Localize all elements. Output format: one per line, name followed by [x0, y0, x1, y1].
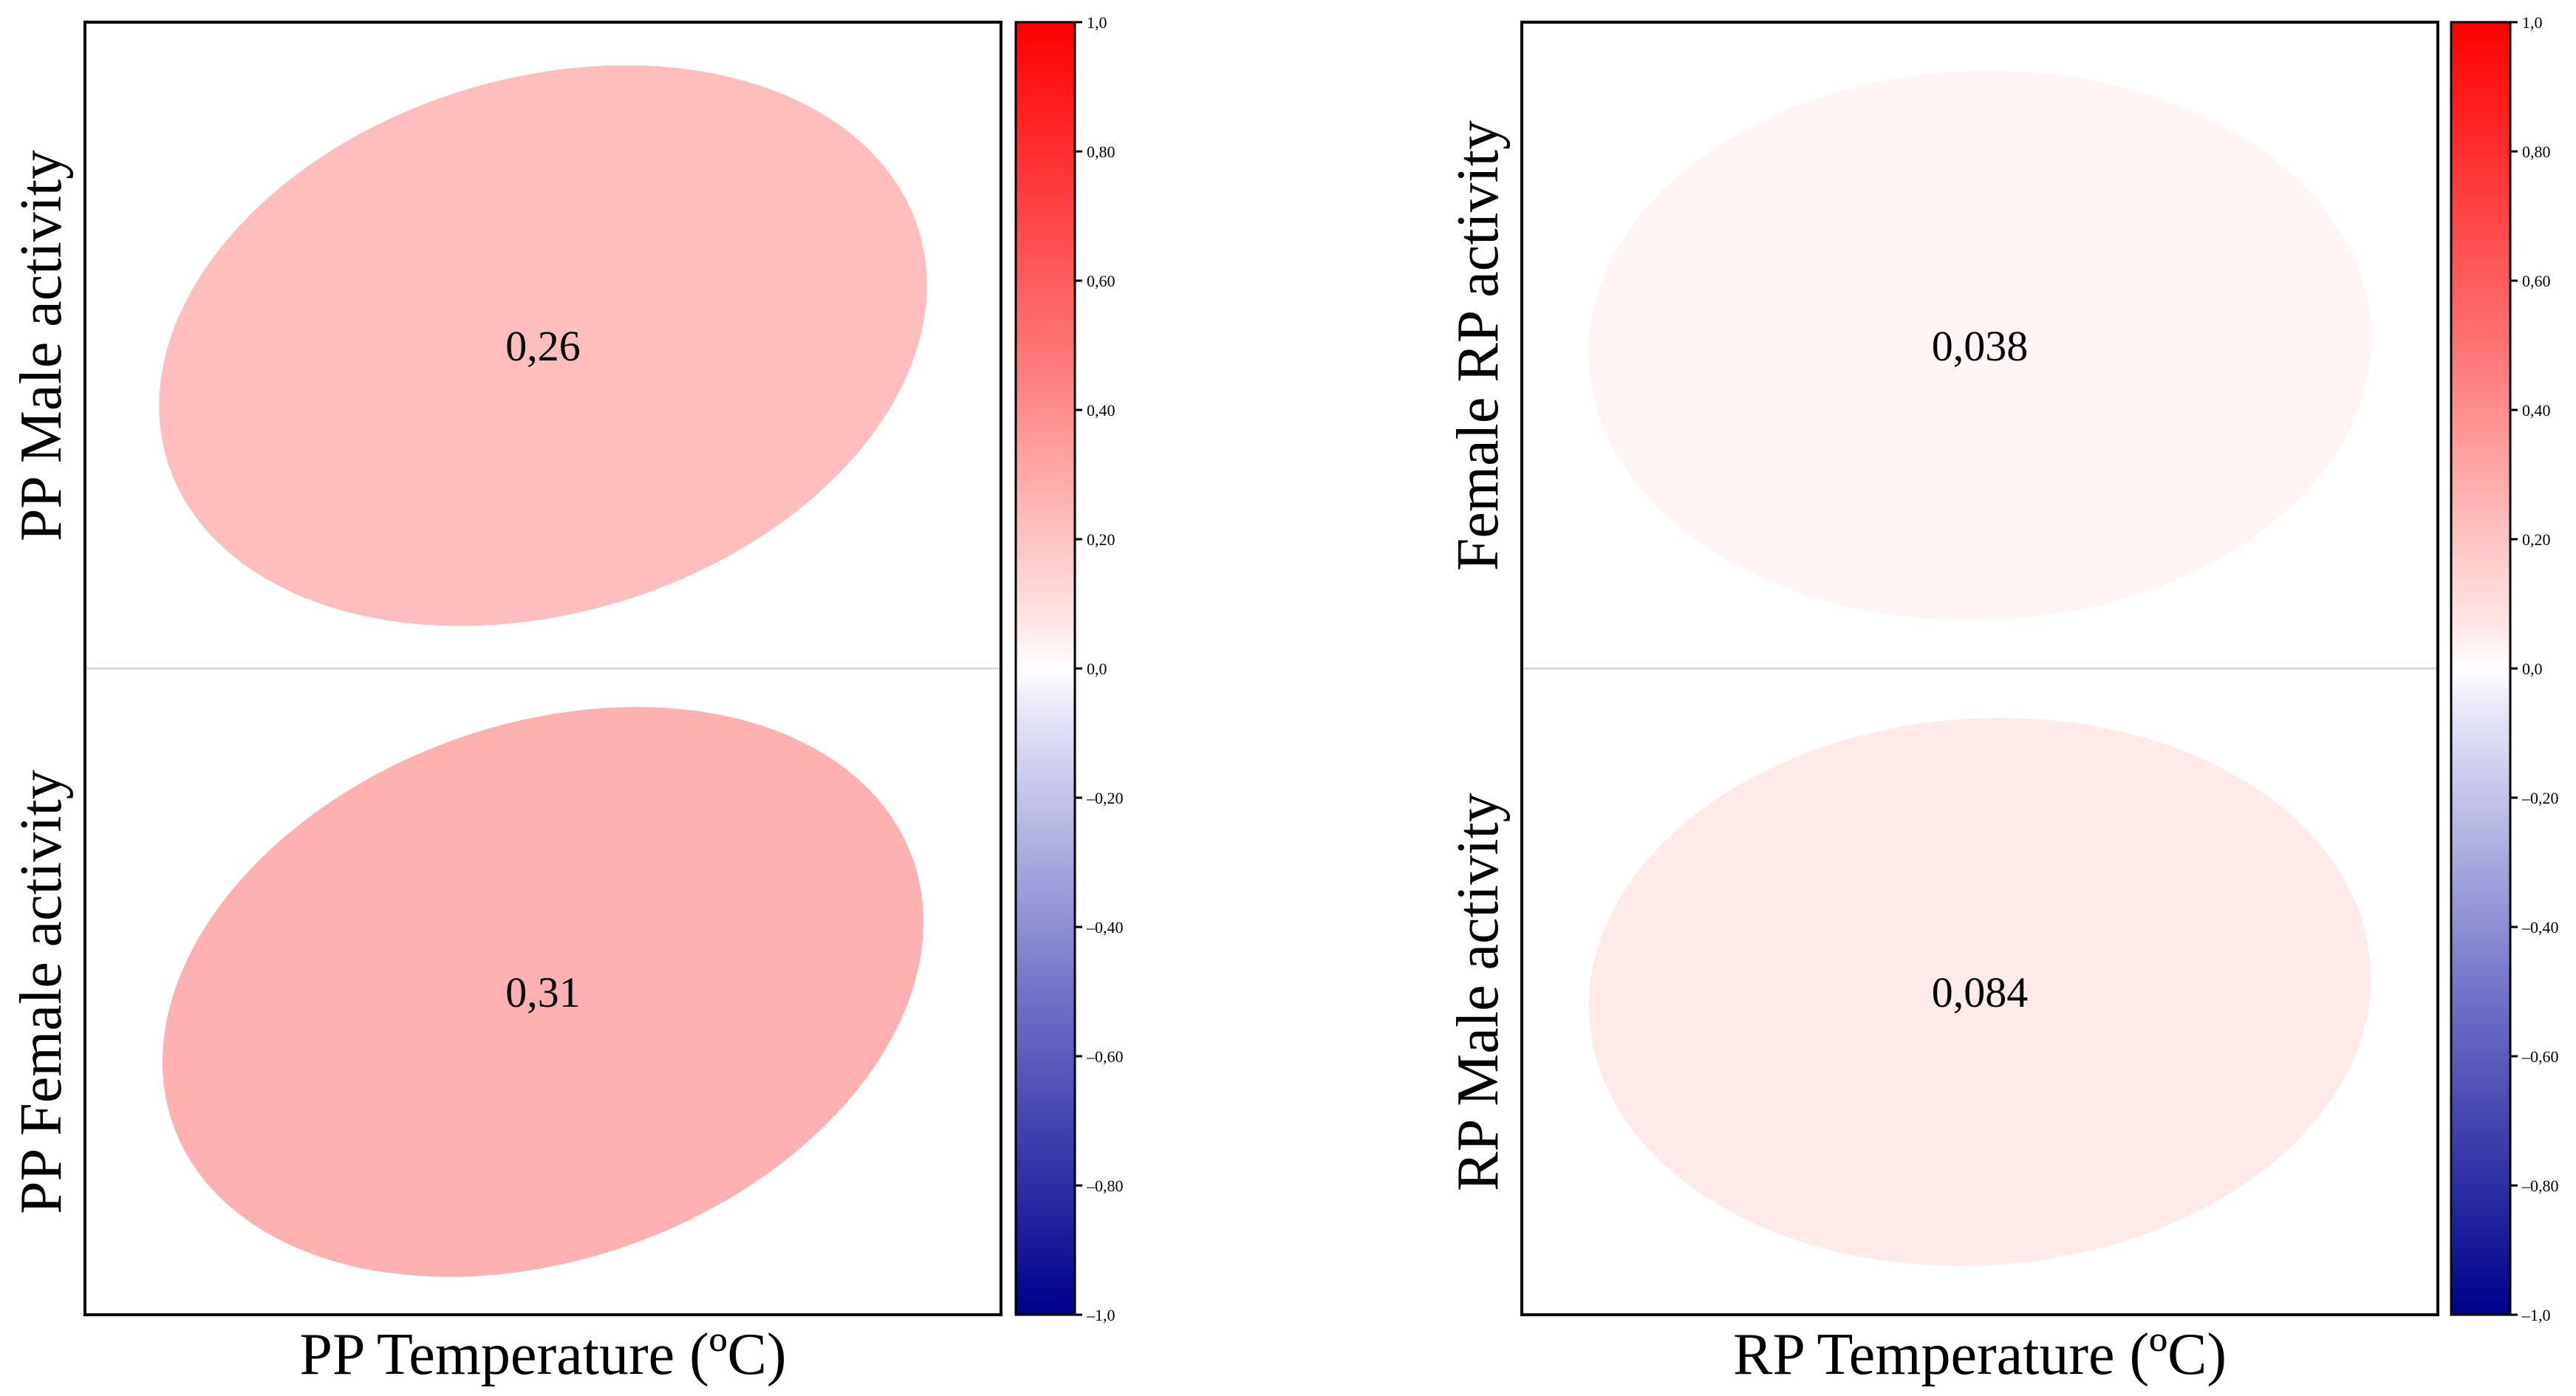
colorbar-pp-tick-label: 0,20 [1087, 530, 1116, 549]
panel-pp-frame [83, 21, 1002, 1316]
colorbar-pp-tick-label: –0,40 [1086, 918, 1124, 937]
colorbar-rp: 1,0 0,80 0,60 0,40 0,20 0,0 –0,20 –0,40 –0,60 –0,… [2450, 13, 2559, 1324]
panel-rp-frame [1520, 21, 2439, 1316]
colorbar-pp: 1,0 0,80 0,60 0,40 0,20 0,0 –0,20 –0,40 –0,60 –0,… [1014, 13, 1124, 1324]
colorbar-pp-tick-label: 0,0 [1087, 660, 1107, 678]
colorbar-pp-tick-label: –0,20 [1086, 789, 1124, 807]
colorbar-pp-tick-label: 0,80 [1087, 143, 1116, 161]
colorbar-rp-tick-label: –0,80 [2521, 1177, 2559, 1195]
colorbar-pp-tick-label: 0,60 [1087, 272, 1116, 290]
ellipse-rp-female [1588, 70, 2371, 621]
y-label-rp-female: Female RP activity [1446, 120, 1511, 571]
value-label-rp-male: 0,084 [1932, 968, 2029, 1016]
colorbar-rp-ticks: 1,0 0,80 0,60 0,40 0,20 0,0 –0,20 –0,40 –0,60 –0,… [2510, 13, 2559, 1324]
colorbar-pp-tick-label: –0,80 [1086, 1177, 1124, 1195]
value-label-pp-male: 0,26 [505, 322, 581, 370]
colorbar-rp-tick-label: 0,20 [2522, 530, 2551, 549]
colorbar-rp-gradient [2451, 22, 2510, 1315]
colorbar-rp-tick-label: –0,60 [2521, 1047, 2559, 1066]
x-label-rp: RP Temperature (ºC) [1733, 1322, 2227, 1387]
value-label-rp-female: 0,038 [1932, 322, 2029, 370]
colorbar-pp-tick-label: –1,0 [1086, 1306, 1116, 1324]
ellipse-rp-male [1588, 718, 2371, 1266]
x-label-pp: PP Temperature (ºC) [299, 1322, 786, 1387]
colorbar-rp-tick-label: 0,80 [2522, 143, 2551, 161]
value-label-pp-female: 0,31 [505, 968, 581, 1016]
colorbar-rp-tick-label: 1,0 [2522, 13, 2543, 32]
ellipse-pp-female [162, 707, 924, 1277]
colorbar-rp-tick-label: 0,40 [2522, 401, 2551, 420]
colorbar-pp-ticks: 1,0 0,80 0,60 0,40 0,20 0,0 –0,20 –0,40 –0,60 –0,… [1075, 13, 1124, 1324]
y-label-rp-male: RP Male activity [1446, 793, 1511, 1191]
y-label-pp-male: PP Male activity [9, 150, 74, 541]
ellipse-pp-male [159, 65, 927, 626]
colorbar-pp-tick-label: –0,60 [1086, 1047, 1124, 1066]
colorbar-rp-tick-label: –1,0 [2521, 1306, 2551, 1324]
colorbar-pp-gradient [1016, 22, 1075, 1315]
panel-rp: 0,038 0,084 Female RP activity RP Male a… [1446, 13, 2559, 1387]
panel-pp: 0,26 0,31 PP Male activity PP Female act… [9, 13, 1124, 1387]
colorbar-rp-tick-label: –0,40 [2521, 918, 2559, 937]
y-label-pp-female: PP Female activity [9, 770, 74, 1214]
colorbar-pp-tick-label: 1,0 [1087, 13, 1107, 32]
colorbar-rp-tick-label: 0,0 [2522, 660, 2543, 678]
colorbar-pp-tick-label: 0,40 [1087, 401, 1116, 420]
colorbar-rp-tick-label: –0,20 [2521, 789, 2559, 807]
colorbar-rp-tick-label: 0,60 [2522, 272, 2551, 290]
